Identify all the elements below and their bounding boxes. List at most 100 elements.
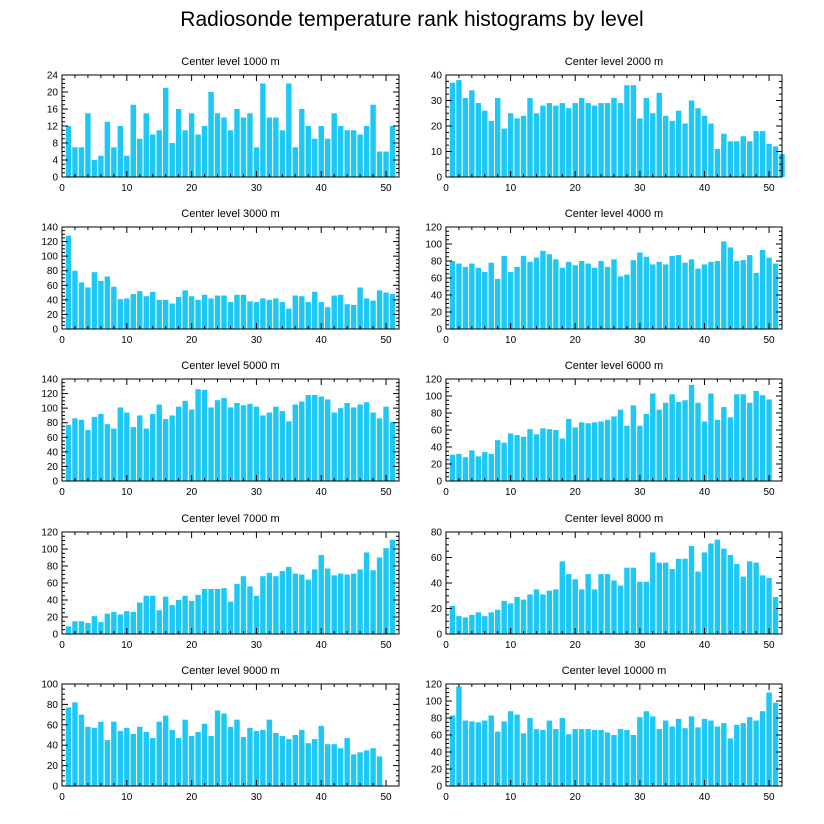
y-tick-label: 120 bbox=[41, 528, 58, 539]
histogram-bar bbox=[292, 404, 299, 481]
histogram-panel-6: Center level 6000 m 0 10 20 30 40 50 0 20 40 60 80 1… bbox=[425, 360, 783, 498]
y-tick-label: 40 bbox=[431, 291, 443, 302]
histogram-bar bbox=[227, 130, 234, 177]
histogram-bar bbox=[714, 148, 721, 177]
histogram-bar bbox=[759, 711, 766, 786]
histogram-bar bbox=[585, 574, 591, 634]
histogram-bar bbox=[312, 739, 318, 786]
histogram-bar bbox=[182, 130, 188, 177]
histogram-bar bbox=[337, 748, 344, 786]
x-tick-label: 20 bbox=[570, 640, 582, 651]
histogram-bar bbox=[260, 415, 266, 481]
histogram-bar bbox=[650, 113, 656, 177]
histogram-bar bbox=[98, 622, 104, 634]
y-tick-label: 60 bbox=[47, 433, 59, 444]
histogram-bar bbox=[708, 543, 714, 634]
histogram-bar bbox=[482, 272, 488, 329]
histogram-bar bbox=[150, 291, 156, 329]
histogram-bar bbox=[507, 113, 514, 177]
histogram-bar bbox=[357, 134, 363, 177]
x-tick-label: 10 bbox=[505, 335, 517, 346]
histogram-bar bbox=[350, 407, 357, 481]
y-tick-label: 0 bbox=[436, 173, 442, 184]
x-tick-label: 20 bbox=[570, 335, 582, 346]
y-tick-label: 120 bbox=[425, 680, 442, 691]
x-tick-label: 50 bbox=[380, 487, 392, 498]
histogram-bar bbox=[669, 394, 675, 481]
histogram-bar bbox=[740, 394, 746, 481]
histogram-bar bbox=[299, 729, 305, 786]
histogram-bar bbox=[117, 730, 124, 786]
histogram-bar bbox=[578, 589, 585, 635]
histogram-bar bbox=[734, 261, 740, 329]
histogram-bar bbox=[78, 282, 85, 329]
histogram-bar bbox=[591, 589, 598, 635]
panel-title: Center level 7000 m bbox=[181, 513, 279, 525]
histogram-bar bbox=[585, 263, 591, 329]
histogram-bar bbox=[553, 589, 559, 635]
histogram-bar bbox=[734, 394, 740, 481]
x-tick-label: 30 bbox=[634, 487, 646, 498]
histogram-bar bbox=[363, 402, 370, 481]
histogram-bar bbox=[292, 573, 299, 634]
x-tick-label: 0 bbox=[443, 792, 449, 803]
histogram-bar bbox=[324, 744, 331, 786]
histogram-bar bbox=[286, 308, 292, 329]
histogram-bar bbox=[344, 574, 350, 634]
histogram-bar bbox=[675, 110, 682, 177]
histogram-bar bbox=[214, 588, 221, 634]
histogram-bar bbox=[344, 738, 350, 786]
x-tick-label: 0 bbox=[59, 183, 65, 194]
histogram-bar bbox=[598, 574, 604, 634]
histogram-bar bbox=[617, 103, 624, 177]
histogram-panel-2: Center level 2000 m 0 10 20 30 40 50 0 10 20 30 40 bbox=[431, 56, 785, 194]
histogram-bar bbox=[740, 576, 746, 635]
histogram-bar bbox=[721, 548, 727, 634]
histogram-bar bbox=[604, 574, 611, 634]
y-tick-label: 80 bbox=[431, 409, 443, 420]
histogram-bar bbox=[188, 296, 195, 329]
histogram-bar bbox=[162, 87, 169, 177]
y-tick-label: 40 bbox=[47, 741, 59, 752]
histogram-bar bbox=[637, 717, 643, 786]
histogram-bar bbox=[772, 702, 779, 786]
y-tick-label: 40 bbox=[431, 443, 443, 454]
x-tick-label: 30 bbox=[634, 183, 646, 194]
histogram-bar bbox=[72, 702, 78, 786]
histogram-bar bbox=[682, 400, 688, 481]
histogram-bar bbox=[389, 539, 396, 634]
histogram-bar bbox=[772, 263, 779, 329]
histogram-bar bbox=[383, 151, 389, 177]
histogram-bar bbox=[221, 117, 227, 177]
histogram-bar bbox=[695, 108, 701, 177]
histogram-bar bbox=[572, 579, 578, 634]
histogram-panel-5: Center level 5000 m 0 10 20 30 40 50 0 20 40 60 80 1… bbox=[41, 360, 400, 498]
histogram-bar bbox=[611, 416, 617, 481]
y-tick-label: 120 bbox=[425, 223, 442, 234]
histogram-bar bbox=[714, 419, 721, 481]
histogram-bar bbox=[389, 294, 396, 329]
histogram-bar bbox=[643, 97, 650, 177]
histogram-bar bbox=[162, 596, 169, 634]
histogram-bar bbox=[331, 295, 337, 329]
histogram-bar bbox=[137, 291, 143, 329]
x-tick-label: 30 bbox=[251, 640, 263, 651]
histogram-bar bbox=[305, 579, 311, 634]
histogram-bar bbox=[344, 403, 350, 481]
histogram-bar bbox=[475, 722, 482, 786]
x-tick-label: 10 bbox=[121, 487, 133, 498]
y-tick-label: 0 bbox=[436, 325, 442, 336]
histogram-bar bbox=[143, 296, 149, 329]
histogram-bar bbox=[292, 295, 299, 329]
histogram-bar bbox=[662, 402, 669, 481]
histogram-bar bbox=[175, 738, 182, 786]
histogram-bar bbox=[637, 252, 643, 329]
histogram-bar bbox=[533, 589, 540, 635]
y-tick-label: 60 bbox=[431, 274, 443, 285]
histogram-bar bbox=[734, 563, 740, 635]
histogram-bar bbox=[572, 427, 578, 481]
histogram-bar bbox=[598, 103, 604, 177]
histogram-bar bbox=[469, 721, 475, 786]
histogram-bar bbox=[253, 147, 260, 177]
histogram-bar bbox=[514, 714, 520, 786]
